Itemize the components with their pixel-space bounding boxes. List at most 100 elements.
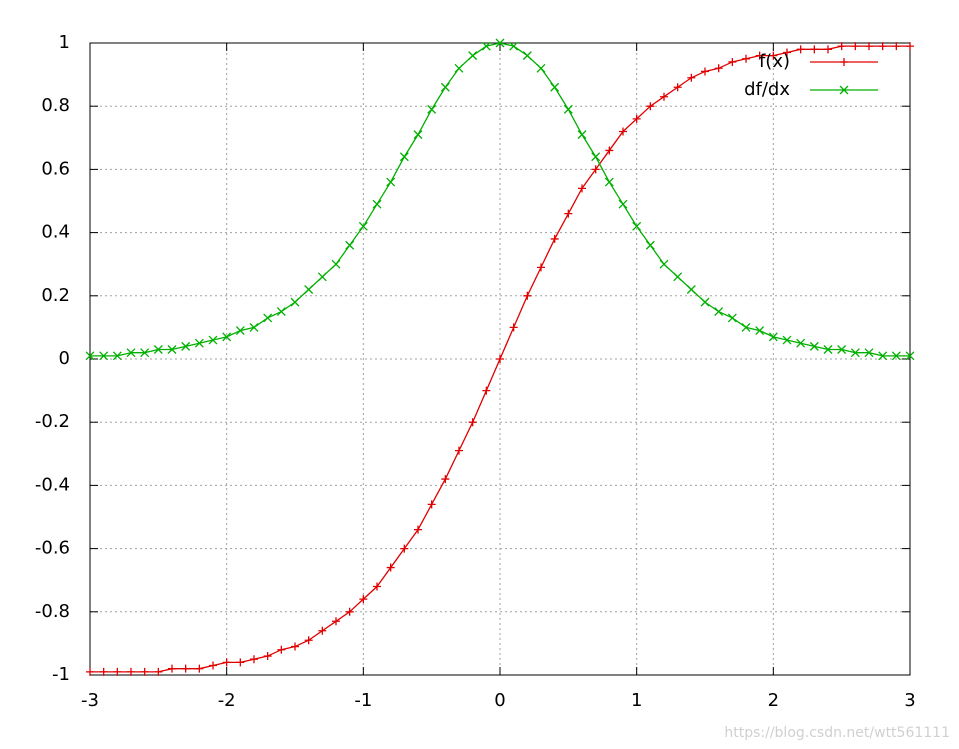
y-tick-label: -0.2 <box>35 411 70 432</box>
data-point <box>455 446 463 455</box>
data-point <box>550 82 560 92</box>
data-point <box>181 341 191 351</box>
data-point <box>537 263 545 272</box>
data-point <box>427 104 437 114</box>
data-point <box>317 272 327 282</box>
data-point <box>440 82 450 92</box>
data-point <box>112 351 122 361</box>
data-point <box>523 291 532 300</box>
data-point <box>85 351 95 361</box>
data-point <box>701 67 709 76</box>
data-point <box>386 177 396 187</box>
data-point <box>659 259 669 269</box>
data-point <box>235 326 245 336</box>
data-point <box>564 209 573 218</box>
data-point <box>304 285 314 294</box>
y-tick-label: 0.8 <box>41 95 70 116</box>
data-point <box>878 351 888 361</box>
data-point <box>386 563 395 572</box>
data-point <box>126 348 136 358</box>
data-point <box>577 130 587 140</box>
data-point <box>249 322 259 332</box>
data-point <box>359 595 368 604</box>
x-tick-label: 3 <box>904 690 915 711</box>
y-tick-label: 0 <box>59 348 70 369</box>
data-point <box>99 351 109 361</box>
data-point <box>892 42 901 51</box>
data-point <box>632 221 642 231</box>
data-point <box>769 51 778 60</box>
legend-marker <box>840 58 848 66</box>
data-point <box>209 661 217 670</box>
data-point <box>167 345 177 354</box>
data-point <box>768 332 778 342</box>
data-point <box>222 658 231 667</box>
data-point <box>168 664 176 673</box>
data-point <box>194 338 204 348</box>
data-point <box>742 54 750 63</box>
data-point <box>905 351 915 361</box>
data-point <box>318 626 327 635</box>
data-point <box>809 341 819 351</box>
data-point <box>373 582 381 591</box>
data-point <box>673 83 682 92</box>
data-point <box>646 102 655 111</box>
data-point <box>509 323 518 332</box>
x-tick-label: 2 <box>768 690 779 711</box>
data-point <box>413 130 423 140</box>
data-point <box>536 63 546 73</box>
data-point <box>645 240 655 250</box>
data-point <box>632 114 641 123</box>
x-tick-label: 1 <box>631 690 642 711</box>
y-tick-label: 1 <box>59 32 70 53</box>
data-point <box>414 525 422 534</box>
watermark: https://blog.csdn.net/wtt561111 <box>724 725 950 741</box>
data-point <box>687 73 696 82</box>
data-point <box>906 42 914 51</box>
data-point <box>865 42 873 51</box>
data-point <box>891 351 901 361</box>
y-tick-label: -0.4 <box>35 474 70 495</box>
data-point <box>154 667 163 676</box>
data-point <box>345 240 355 250</box>
data-point <box>482 386 491 395</box>
data-point <box>550 234 559 243</box>
data-point <box>741 322 751 332</box>
data-point <box>454 63 464 73</box>
data-point <box>345 607 354 616</box>
data-point <box>495 38 505 48</box>
y-tick-label: 0.2 <box>41 285 70 306</box>
data-point <box>824 45 832 54</box>
data-point <box>208 335 218 345</box>
data-point <box>468 418 477 427</box>
data-point <box>755 326 765 336</box>
y-tick-label: -0.8 <box>35 601 70 622</box>
data-point <box>140 667 149 676</box>
data-point <box>714 64 723 73</box>
data-point <box>496 355 504 363</box>
y-tick-label: 0.6 <box>41 158 70 179</box>
data-point <box>358 221 368 231</box>
data-point <box>427 500 436 509</box>
data-point <box>850 348 860 358</box>
data-point <box>509 41 519 51</box>
data-point <box>99 667 108 676</box>
data-point <box>195 664 204 673</box>
data-point <box>578 184 586 193</box>
data-point <box>878 42 887 51</box>
data-point <box>864 348 874 358</box>
data-point <box>810 45 819 54</box>
legend-marker <box>839 85 849 95</box>
data-point <box>673 272 683 282</box>
data-point <box>331 259 341 269</box>
data-point <box>181 664 190 673</box>
data-point <box>290 297 300 307</box>
data-point <box>263 652 272 661</box>
data-point <box>837 345 847 354</box>
data-point <box>714 307 724 317</box>
data-point <box>782 335 792 345</box>
data-point <box>372 199 382 209</box>
data-point <box>591 165 600 174</box>
data-point <box>400 544 409 553</box>
data-point <box>304 636 313 645</box>
